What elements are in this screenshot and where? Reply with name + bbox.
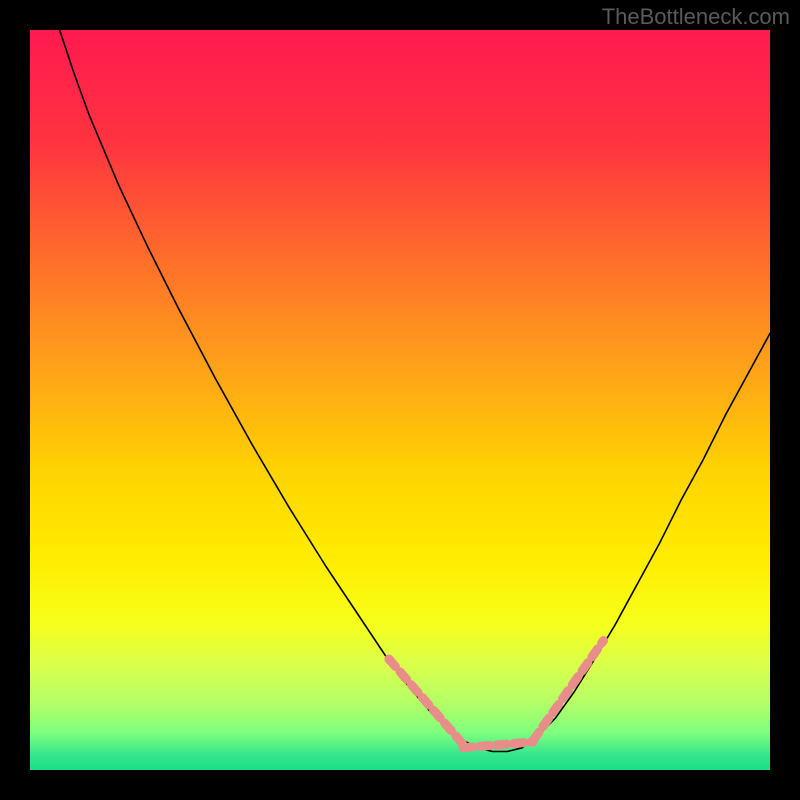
plot-area bbox=[30, 30, 770, 770]
chart-frame: TheBottleneck.com bbox=[0, 0, 800, 800]
watermark-text: TheBottleneck.com bbox=[602, 4, 790, 30]
gradient-background bbox=[30, 30, 770, 770]
marker-band-floor bbox=[463, 742, 533, 748]
